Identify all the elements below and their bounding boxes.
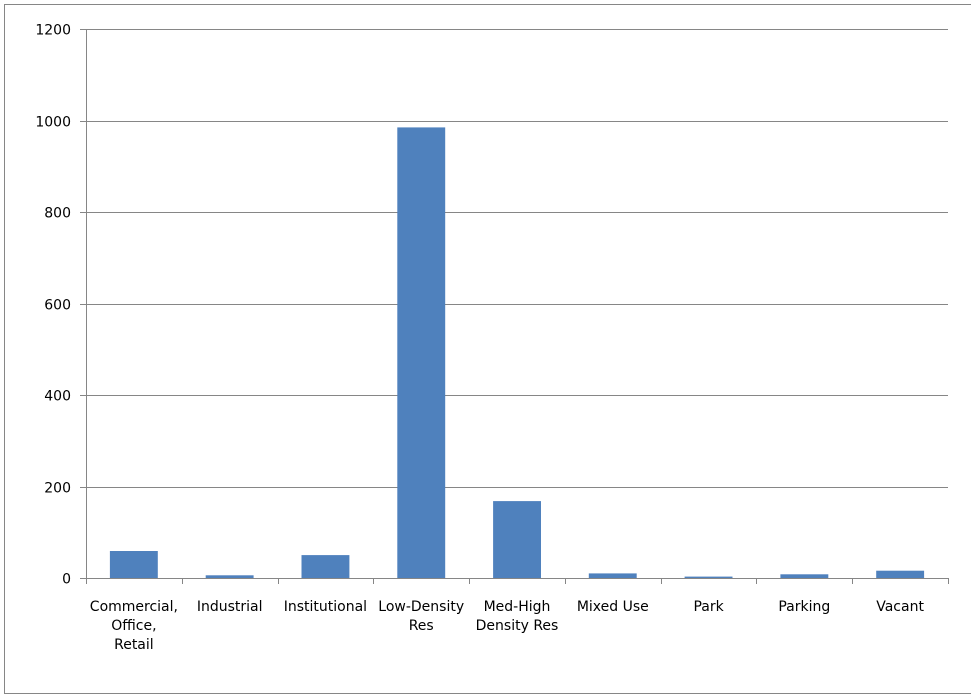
x-tick-label: Mixed Use xyxy=(577,599,649,615)
y-tick-label: 1000 xyxy=(35,115,71,131)
y-tick-labels: 0 200 400 600 800 1000 1200 xyxy=(35,23,86,588)
x-tick-label: Res xyxy=(409,618,434,634)
bar xyxy=(876,570,925,578)
axes xyxy=(86,29,949,584)
x-tick-labels: Commercial, Office, Retail Industrial Instit… xyxy=(90,599,925,653)
bars xyxy=(109,127,925,579)
bar xyxy=(109,551,158,578)
bar xyxy=(301,555,350,578)
x-tick-label: Park xyxy=(693,599,724,615)
y-tick-label: 600 xyxy=(44,298,71,314)
x-tick-label: Institutional xyxy=(284,599,367,615)
bar xyxy=(780,574,829,578)
grid xyxy=(86,29,948,488)
y-tick-label: 1200 xyxy=(35,23,71,39)
bar xyxy=(397,127,446,579)
bar xyxy=(493,501,541,578)
bar xyxy=(588,573,637,578)
chart: 0 200 400 600 800 1000 1200 Commercial, Office,… xyxy=(35,23,949,653)
y-tick-label: 400 xyxy=(44,389,71,405)
x-tick-label: Density Res xyxy=(476,618,559,634)
x-tick-label: Industrial xyxy=(197,599,263,615)
x-tick-label: Parking xyxy=(778,599,830,615)
y-tick-label: 800 xyxy=(44,206,71,222)
x-tick-label: Low-Density xyxy=(378,599,464,615)
x-tick-label: Commercial, xyxy=(90,599,178,615)
bar xyxy=(684,576,733,578)
bar xyxy=(205,575,254,578)
y-tick-label: 200 xyxy=(44,481,71,497)
x-tick-label: Retail xyxy=(114,637,154,653)
x-tick-label: Office, xyxy=(111,618,156,634)
y-tick-label: 0 xyxy=(62,572,71,588)
x-tick-label: Med-High xyxy=(484,599,551,615)
x-tick-label: Vacant xyxy=(876,599,924,615)
